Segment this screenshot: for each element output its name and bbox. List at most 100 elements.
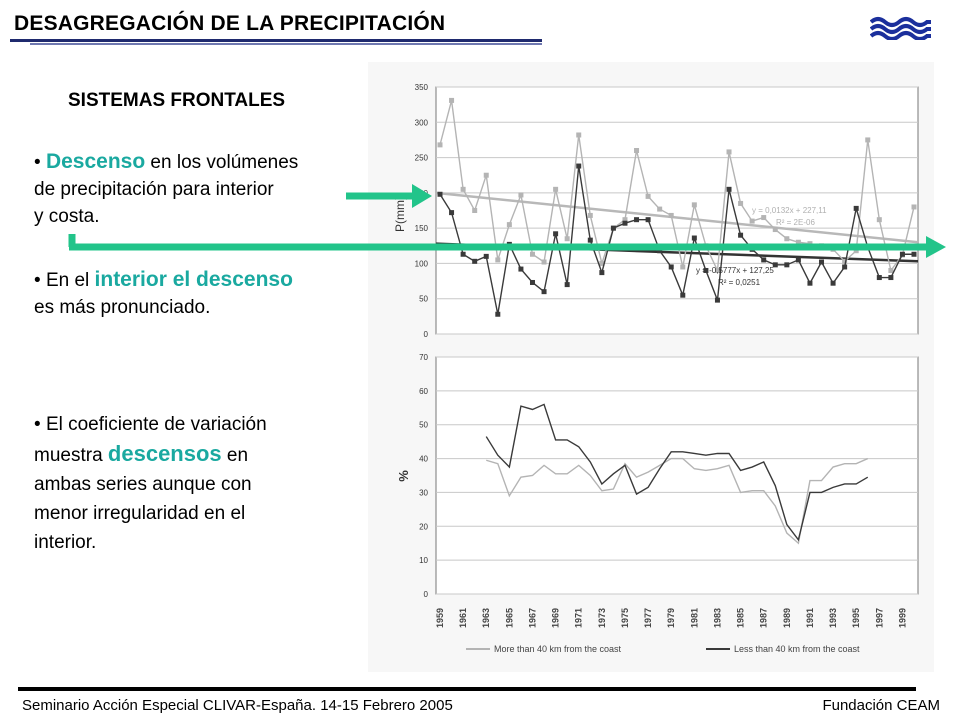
data-point-interior — [587, 237, 593, 243]
data-point-interior — [738, 232, 744, 238]
data-point-interior — [541, 289, 547, 295]
x-tick-label: 1963 — [481, 608, 491, 628]
data-point-coast — [460, 186, 466, 192]
highlight-descensos: descensos — [107, 441, 222, 466]
x-tick-label: 1973 — [597, 608, 607, 628]
data-point-coast — [657, 206, 663, 212]
data-point-coast — [876, 217, 882, 223]
series-line-interior-cv — [485, 403, 869, 542]
arrowhead-interior — [926, 236, 946, 258]
data-point-coast — [529, 251, 535, 257]
data-point-coast — [714, 267, 720, 273]
data-point-interior — [899, 251, 905, 257]
x-tick-label: 1975 — [620, 608, 630, 628]
data-point-coast — [495, 257, 501, 263]
y-tick-label: 40 — [419, 455, 428, 464]
y-tick-label: 50 — [419, 295, 428, 304]
y-tick-label: 0 — [424, 330, 429, 339]
plot-area-precipitation — [435, 86, 919, 335]
data-point-interior — [703, 267, 709, 273]
bullet-text: interior. — [34, 532, 97, 553]
data-point-coast — [634, 148, 640, 154]
section-subtitle: SISTEMAS FRONTALES — [68, 90, 286, 111]
legend-label-interior: Less than 40 km from the coast — [734, 644, 860, 654]
y-tick-label: 300 — [415, 118, 429, 127]
y-tick-label: 250 — [415, 154, 429, 163]
trend-r2-coast: R² = 2E-06 — [776, 218, 815, 227]
data-point-coast — [784, 236, 790, 242]
highlight-interior: interior el descenso — [94, 268, 293, 291]
trendline-coast — [435, 191, 919, 244]
series-line-interior — [439, 165, 914, 315]
trend-equation-coast: y = 0,0132x + 227,11 — [752, 206, 827, 215]
footer-event: Seminario Acción Especial CLIVAR-España.… — [22, 697, 453, 714]
data-point-interior — [842, 264, 848, 270]
data-point-coast — [564, 236, 570, 242]
data-point-interior — [726, 186, 732, 192]
x-tick-label: 1977 — [643, 608, 653, 628]
x-tick-label: 1965 — [504, 608, 514, 628]
bullet-text: muestra — [34, 445, 108, 466]
title-underline-secondary — [30, 43, 542, 45]
x-tick-label: 1971 — [574, 608, 584, 628]
data-point-interior — [876, 275, 882, 281]
data-point-interior — [668, 264, 674, 270]
x-tick-label: 1967 — [527, 608, 537, 628]
data-point-interior — [460, 251, 466, 257]
bullet-text: menor irregularidad en el — [34, 503, 246, 524]
data-point-coast — [842, 258, 848, 264]
data-point-interior — [680, 292, 686, 298]
data-point-interior — [645, 217, 651, 223]
y-tick-label: 60 — [419, 387, 428, 396]
data-point-coast — [691, 202, 697, 208]
x-tick-label: 1959 — [435, 608, 445, 628]
data-point-interior — [819, 259, 825, 265]
data-point-interior — [784, 262, 790, 268]
x-tick-label: 1961 — [458, 608, 468, 628]
bullet-text: El coeficiente de variación — [45, 414, 267, 435]
data-point-interior — [911, 251, 917, 257]
series-line-coast-cv — [486, 457, 869, 545]
y-tick-label: 10 — [419, 556, 428, 565]
data-point-coast — [472, 208, 478, 213]
highlight-descenso: Descenso — [45, 150, 146, 173]
data-point-interior — [772, 262, 778, 268]
x-tick-label: 1993 — [828, 608, 838, 628]
data-point-interior — [553, 231, 559, 237]
data-point-coast — [726, 149, 732, 155]
data-point-coast — [668, 212, 674, 218]
data-point-interior — [437, 191, 443, 197]
data-point-interior — [691, 235, 697, 241]
x-tick-label: 1991 — [805, 608, 815, 628]
plot-area-cv — [435, 356, 919, 595]
x-tick-label: 1985 — [736, 608, 746, 628]
x-tick-label: 1989 — [782, 608, 792, 628]
data-point-interior — [518, 266, 524, 272]
data-point-coast — [749, 218, 755, 224]
data-point-coast — [795, 239, 801, 245]
data-point-coast — [449, 97, 455, 103]
data-point-coast — [680, 264, 686, 270]
data-point-coast — [738, 200, 744, 206]
bullet-text: ambas series aunque con — [34, 474, 252, 495]
data-point-interior — [610, 225, 616, 231]
data-point-interior — [634, 217, 640, 223]
y-tick-label: 100 — [415, 259, 429, 268]
bullet-text: en los volúmenes — [145, 152, 299, 173]
data-point-coast — [541, 259, 547, 265]
x-tick-label: 1979 — [666, 608, 676, 628]
data-point-interior — [576, 163, 582, 169]
footer-organization: Fundación CEAM — [822, 697, 940, 714]
trend-r2-interior: R² = 0,0251 — [718, 278, 761, 287]
page-title: DESAGREGACIÓN DE LA PRECIPITACIÓN — [14, 12, 446, 35]
y-tick-label: 0 — [424, 590, 429, 599]
x-tick-label: 1981 — [689, 608, 699, 628]
bullet-interior: • En el interior el descenso es más pron… — [34, 266, 293, 321]
title-underline — [10, 39, 542, 42]
trend-equation-interior: y = -0,5777x + 127,25 — [696, 266, 774, 275]
y-axis-label-cv: % — [396, 470, 411, 482]
data-point-interior — [714, 297, 720, 303]
bullet-text: y costa. — [34, 206, 100, 227]
arrowhead-descenso — [412, 184, 432, 208]
bullet-text: En el — [45, 270, 95, 291]
